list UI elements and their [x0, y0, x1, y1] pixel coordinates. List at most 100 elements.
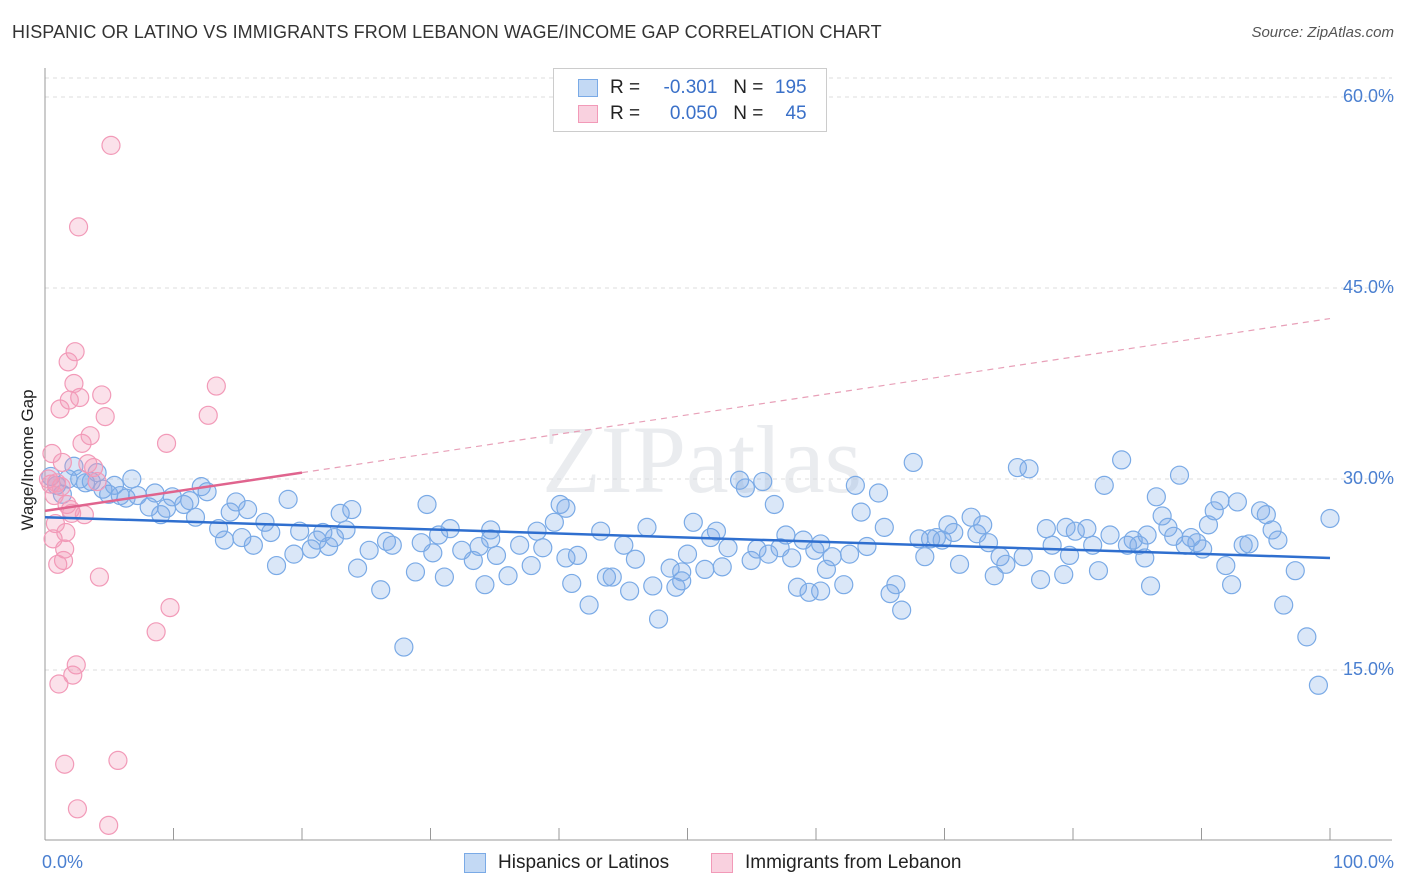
- lebanon-point: [146, 622, 166, 642]
- hispanic-point: [949, 554, 970, 574]
- lebanon-point: [60, 499, 81, 520]
- hispanic-point: [886, 575, 906, 595]
- hispanic-point: [336, 520, 356, 540]
- hispanic-point: [811, 581, 831, 601]
- grid-lines: [45, 77, 1392, 671]
- x-tick-label-max: 100.0%: [1332, 852, 1394, 872]
- hispanic-point: [475, 575, 495, 595]
- hispanic-point: [417, 494, 437, 515]
- hispanic-point: [1030, 569, 1051, 590]
- hispanic-point: [1152, 506, 1172, 526]
- hispanic-point: [764, 494, 784, 515]
- lebanon-point: [160, 598, 180, 618]
- hispanic-point: [261, 522, 281, 543]
- hispanic-point: [342, 499, 362, 520]
- hispanic-point: [544, 512, 564, 532]
- r-label: R =: [610, 103, 641, 124]
- hispanic-point: [567, 545, 588, 566]
- hispanic-point: [591, 521, 611, 541]
- lebanon-point: [49, 674, 69, 694]
- hispanic-point: [672, 571, 692, 591]
- hispanic-point: [834, 575, 854, 595]
- hispanic-point: [290, 521, 310, 541]
- legend-item-lebanon[interactable]: Immigrants from Lebanon: [711, 852, 962, 874]
- lebanon-point: [67, 799, 88, 819]
- trend-lines: [44, 317, 1331, 560]
- hispanic-point: [1216, 555, 1236, 576]
- hispanic-point: [695, 559, 715, 580]
- y-tick-label: 15.0%: [1342, 659, 1394, 679]
- hispanic-point: [266, 555, 287, 576]
- hispanic-point: [1094, 475, 1114, 495]
- hispanic-point: [1285, 561, 1305, 581]
- hispanic-point: [643, 576, 663, 596]
- hispanic-point: [596, 567, 617, 587]
- watermark: ZIPatlas: [542, 406, 862, 513]
- hispanic-point: [278, 489, 298, 509]
- hispanic-point: [1239, 534, 1259, 554]
- hispanic-point: [996, 554, 1016, 574]
- hispanic-point: [1056, 517, 1076, 537]
- lebanon-point: [92, 385, 112, 405]
- hispanic-point: [1140, 576, 1161, 596]
- hispanic-point: [284, 544, 304, 564]
- hispanic-point: [434, 567, 454, 587]
- hispanic-point: [1210, 491, 1230, 511]
- lebanon-point: [99, 815, 119, 835]
- lebanon-point: [55, 539, 75, 559]
- lebanon-point: [206, 376, 226, 396]
- lebanon-point: [87, 471, 107, 492]
- lebanon-swatch: [578, 105, 598, 123]
- hispanic-point: [1227, 492, 1247, 512]
- hispanic-point: [1268, 530, 1288, 550]
- hispanic-point: [782, 548, 802, 568]
- source-label: Source: ZipAtlas.com: [1251, 24, 1394, 41]
- lebanon-point: [198, 405, 218, 425]
- hispanic-point: [1146, 487, 1166, 507]
- hispanic-point: [1221, 575, 1242, 595]
- hispanic-point: [1181, 527, 1201, 548]
- lebanon-point: [52, 452, 72, 473]
- hispanic-swatch: [578, 79, 598, 97]
- chart-title: HISPANIC OR LATINO VS IMMIGRANTS FROM LE…: [12, 22, 882, 42]
- hispanic-point: [625, 549, 646, 569]
- hispanic-point: [851, 502, 871, 522]
- legend-item-hispanic[interactable]: Hispanics or Latinos: [464, 852, 669, 874]
- lebanon-point: [66, 655, 86, 675]
- hispanic-point: [232, 527, 252, 548]
- hispanic-point: [405, 562, 426, 582]
- hispanic-point: [706, 521, 727, 541]
- hispanic-point: [486, 545, 507, 566]
- hispanic-point: [984, 566, 1004, 586]
- hispanic-point: [1169, 465, 1190, 485]
- hispanic-point: [1320, 508, 1340, 529]
- hispanic-point: [1308, 675, 1329, 695]
- hispanic-point: [214, 530, 235, 550]
- stats-legend-row-hispanic: R = -0.301 N = 195: [578, 76, 807, 100]
- hispanic-point: [677, 544, 698, 564]
- lebanon-trend-line: [44, 471, 303, 513]
- hispanic-point: [359, 540, 379, 560]
- hispanic-point: [620, 581, 640, 601]
- hispanic-point: [469, 536, 489, 557]
- hispanic-point: [845, 475, 865, 495]
- lebanon-point: [70, 387, 90, 408]
- hispanic-point: [237, 499, 258, 520]
- hispanic-point: [637, 517, 657, 537]
- hispanic-point: [579, 595, 599, 615]
- hispanic-point: [868, 483, 889, 503]
- hispanic-point: [735, 478, 755, 498]
- hispanic-point: [1137, 525, 1157, 545]
- lebanon-point: [68, 217, 89, 237]
- legend-label: Hispanics or Latinos: [498, 852, 670, 873]
- hispanic-point: [1233, 535, 1253, 555]
- axes: [44, 68, 1392, 841]
- hispanic-point: [255, 512, 275, 532]
- n-value: 195: [774, 77, 807, 98]
- hispanic-point: [787, 577, 808, 597]
- hispanic-point: [683, 512, 703, 532]
- y-tick-label: 30.0%: [1342, 468, 1394, 488]
- hispanic-point: [712, 557, 732, 577]
- hispanic-point: [556, 548, 576, 568]
